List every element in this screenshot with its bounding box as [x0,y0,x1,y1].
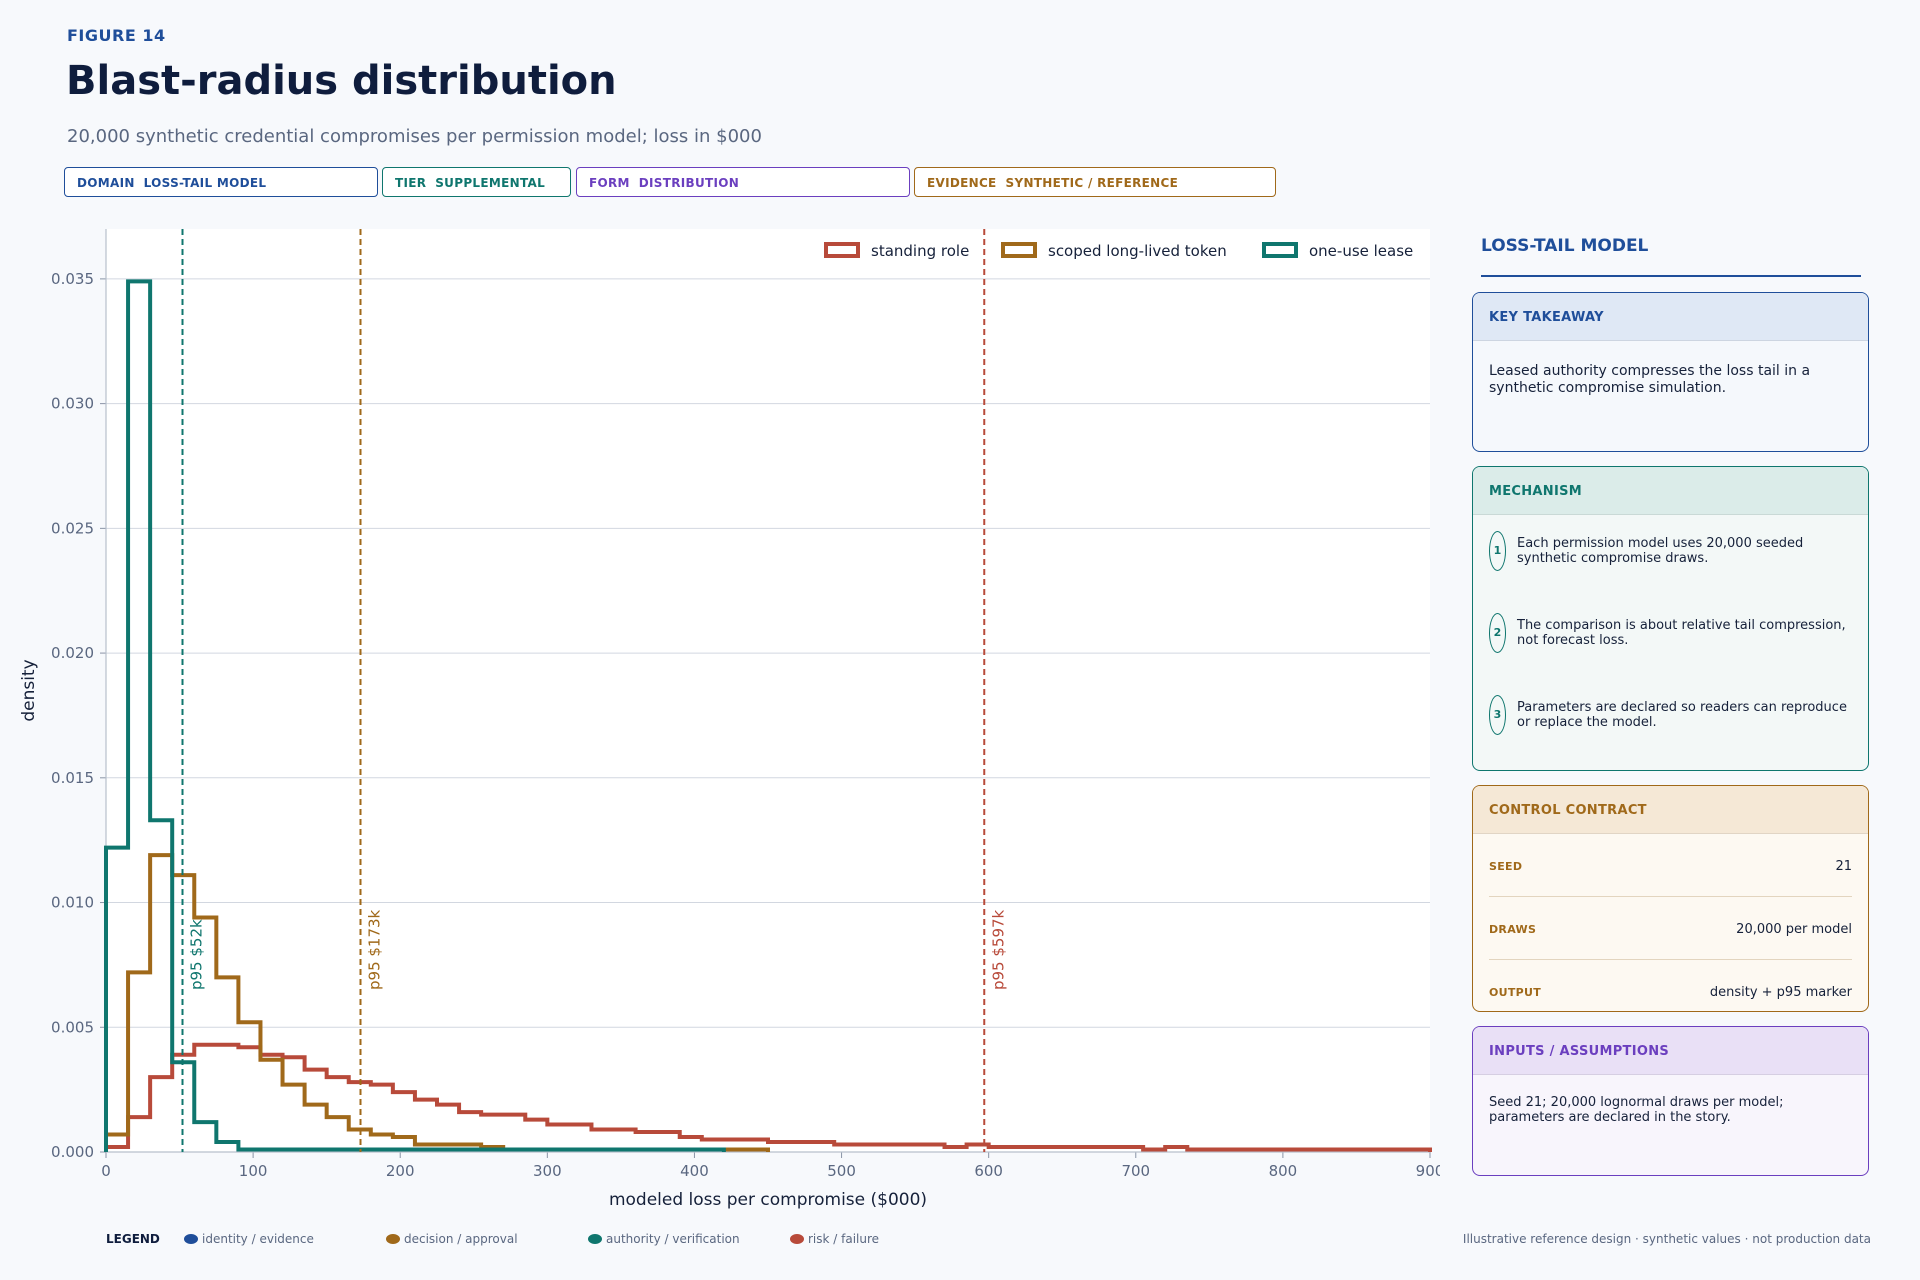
contract-row-seed: SEED 21 [1489,834,1852,897]
inputs-assumptions-card: INPUTS / ASSUMPTIONS Seed 21; 20,000 log… [1472,1026,1869,1176]
mechanism-heading: MECHANISM [1473,467,1868,515]
contract-value: 21 [1835,859,1852,874]
bottom-legend-title: LEGEND [106,1232,160,1246]
contract-key: DRAWS [1489,923,1537,936]
inputs-assumptions-text: Seed 21; 20,000 lognormal draws per mode… [1489,1095,1784,1125]
plot-area [106,229,1430,1152]
x-tick-label: 0 [101,1162,111,1180]
panel-divider [1481,275,1861,277]
key-takeaway-card: KEY TAKEAWAY Leased authority compresses… [1472,292,1869,452]
key-takeaway-heading: KEY TAKEAWAY [1473,293,1868,341]
p95-marker-label: p95 $52k [187,919,205,990]
y-tick-label: 0.015 [51,769,94,787]
y-tick-label: 0.025 [51,519,94,537]
authority-dot-icon [588,1234,602,1244]
step-number-badge: 3 [1489,695,1506,735]
legend-label: standing role [871,242,969,260]
step-number-badge: 1 [1489,531,1506,571]
x-tick-label: 800 [1269,1162,1298,1180]
key-takeaway-text: Leased authority compresses the loss tai… [1489,363,1811,396]
series-0-histogram [104,1042,1432,1152]
decision-dot-icon [386,1234,400,1244]
distribution-chart: 0.000 0.005 0.010 0.015 0.020 0.025 0.030 0.035… [19,229,1440,1210]
contract-key: SEED [1489,860,1523,873]
y-axis-label: density [19,659,39,721]
contract-row-draws: DRAWS 20,000 per model [1489,897,1852,960]
pill-domain: DOMAIN LOSS-TAIL MODEL [64,167,378,197]
legend-swatch-icon [1001,242,1037,258]
legend-swatch-icon [1262,242,1298,258]
mechanism-item: 1 Each permission model uses 20,000 seed… [1489,523,1852,605]
contract-row-output: OUTPUT density + p95 marker [1489,960,1852,1011]
x-tick-label: 100 [239,1162,268,1180]
x-axis-label: modeled loss per compromise ($000) [609,1190,927,1210]
chart-legend-item: scoped long-lived token [1001,242,1227,260]
legend-label: one-use lease [1309,242,1413,260]
y-tick-label: 0.000 [51,1143,94,1161]
x-tick-label: 400 [680,1162,709,1180]
y-tick-label: 0.035 [51,270,94,288]
y-tick-label: 0.005 [51,1018,94,1036]
legend-swatch-icon [824,242,860,258]
legend-item-identity: identity / evidence [184,1232,314,1246]
y-tick-label: 0.010 [51,894,94,912]
contract-value: 20,000 per model [1736,922,1852,937]
legend-item-decision: decision / approval [386,1232,518,1246]
mechanism-card: MECHANISM 1 Each permission model uses 2… [1472,466,1869,771]
p95-marker-label: p95 $597k [989,909,1007,990]
legend-item-label: decision / approval [404,1232,518,1246]
control-contract-card: CONTROL CONTRACT SEED 21 DRAWS 20,000 pe… [1472,785,1869,1012]
legend-item-label: risk / failure [808,1232,880,1246]
x-tick-label: 500 [827,1162,856,1180]
legend-item-label: authority / verification [606,1232,740,1246]
footnote: Illustrative reference design · syntheti… [1462,1232,1871,1246]
y-tick-label: 0.020 [51,644,94,662]
x-tick-label: 300 [533,1162,562,1180]
risk-dot-icon [790,1234,804,1244]
mechanism-item-text: Parameters are declared so readers can r… [1517,700,1847,730]
mechanism-item-text: The comparison is about relative tail co… [1517,618,1846,648]
contract-key: OUTPUT [1489,986,1542,999]
legend-item-risk: risk / failure [790,1232,879,1246]
page-title: Blast-radius distribution [66,58,617,104]
pill-form: FORM DISTRIBUTION [576,167,910,197]
x-tick-label: 700 [1121,1162,1150,1180]
panel-title: LOSS-TAIL MODEL [1481,236,1649,256]
step-number-badge: 2 [1489,613,1506,653]
contract-value: density + p95 marker [1709,985,1852,1000]
legend-item-label: identity / evidence [202,1232,314,1246]
chart-legend-item: standing role [824,242,969,260]
mechanism-item: 3 Parameters are declared so readers can… [1489,687,1852,769]
control-contract-heading: CONTROL CONTRACT [1473,786,1868,834]
y-tick-label: 0.030 [51,395,94,413]
identity-dot-icon [184,1234,198,1244]
legend-label: scoped long-lived token [1048,242,1227,260]
series-2-histogram [104,279,726,1152]
chart-legend-item: one-use lease [1262,242,1413,260]
x-tick-label: 200 [386,1162,415,1180]
figure-label: FIGURE 14 [67,26,166,45]
pill-evidence: EVIDENCE SYNTHETIC / REFERENCE [914,167,1276,197]
legend-item-authority: authority / verification [588,1232,740,1246]
page-subtitle: 20,000 synthetic credential compromises … [67,126,762,147]
mechanism-item: 2 The comparison is about relative tail … [1489,605,1852,687]
x-tick-label: 900 [1416,1162,1440,1180]
mechanism-item-text: Each permission model uses 20,000 seeded… [1517,536,1804,566]
inputs-assumptions-heading: INPUTS / ASSUMPTIONS [1473,1027,1868,1075]
x-tick-label: 600 [974,1162,1003,1180]
pill-tier: TIER SUPPLEMENTAL [382,167,571,197]
p95-marker-label: p95 $173k [366,909,384,990]
